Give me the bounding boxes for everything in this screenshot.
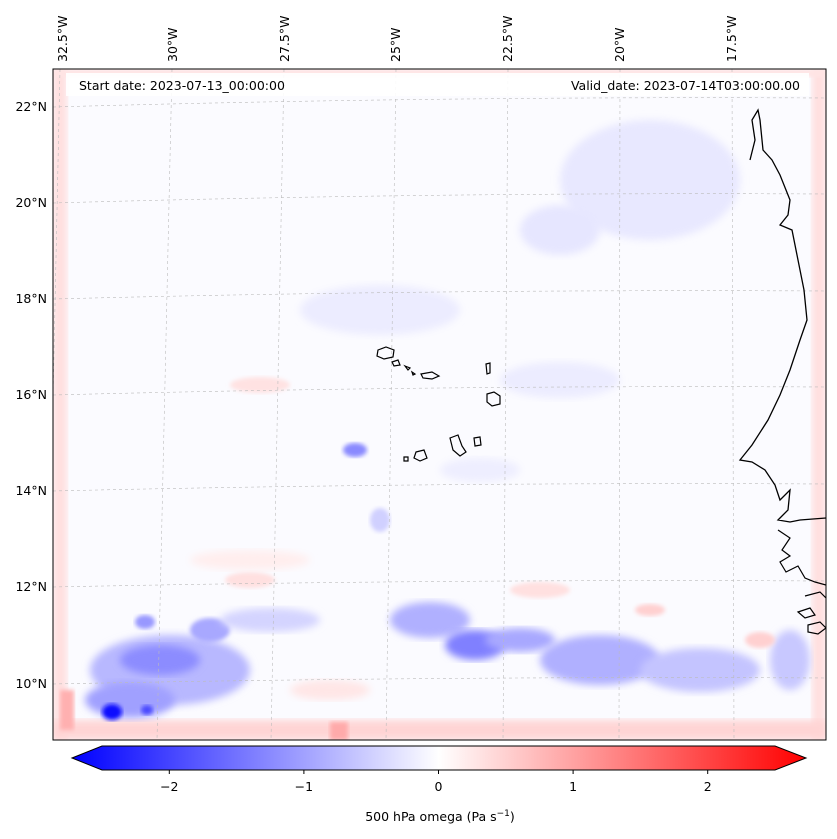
info-bar — [66, 73, 809, 96]
colorbar-tick-label: 2 — [704, 779, 712, 794]
colorbar-tick-label: 0 — [435, 779, 443, 794]
colorbar-ticks: −2 −1 0 1 2 — [160, 770, 712, 794]
lon-label: 32.5°W — [55, 16, 70, 62]
lon-label: 25°W — [388, 27, 403, 62]
colorbar-tick-label: −1 — [295, 779, 313, 794]
lat-label: 20°N — [15, 195, 47, 210]
lon-label: 20°W — [612, 27, 627, 62]
latitude-labels: 22°N 20°N 18°N 16°N 14°N 12°N 10°N — [15, 99, 47, 691]
map-panel — [52, 68, 827, 741]
lon-label: 22.5°W — [500, 16, 515, 62]
lat-label: 10°N — [15, 676, 47, 691]
longitude-labels: 32.5°W 30°W 27.5°W 25°W 22.5°W 20°W 17.5… — [55, 16, 739, 62]
colorbar-bar — [70, 745, 808, 771]
colorbar-label: 500 hPa omega (Pa s−1) — [365, 809, 515, 824]
start-date-text: Start date: 2023-07-13_00:00:00 — [79, 78, 285, 93]
lat-label: 12°N — [15, 579, 47, 594]
colorbar-tick-label: −2 — [160, 779, 178, 794]
lon-label: 17.5°W — [724, 16, 739, 62]
lat-label: 16°N — [15, 387, 47, 402]
coastline — [738, 108, 826, 523]
lat-label: 14°N — [15, 483, 47, 498]
lon-label: 30°W — [165, 27, 180, 62]
omega-field — [53, 69, 826, 740]
colorbar: −2 −1 0 1 2 500 hPa omega (Pa s−1) — [70, 745, 808, 824]
valid-date-text: Valid_date: 2023-07-14T03:00:00.00 — [571, 78, 800, 93]
lon-label: 27.5°W — [277, 16, 292, 62]
lat-label: 22°N — [15, 99, 47, 114]
cape-verde-islands — [376, 346, 501, 462]
colorbar-tick-label: 1 — [569, 779, 577, 794]
lat-label: 18°N — [15, 291, 47, 306]
map-frame — [52, 68, 827, 741]
graticule — [53, 69, 826, 740]
